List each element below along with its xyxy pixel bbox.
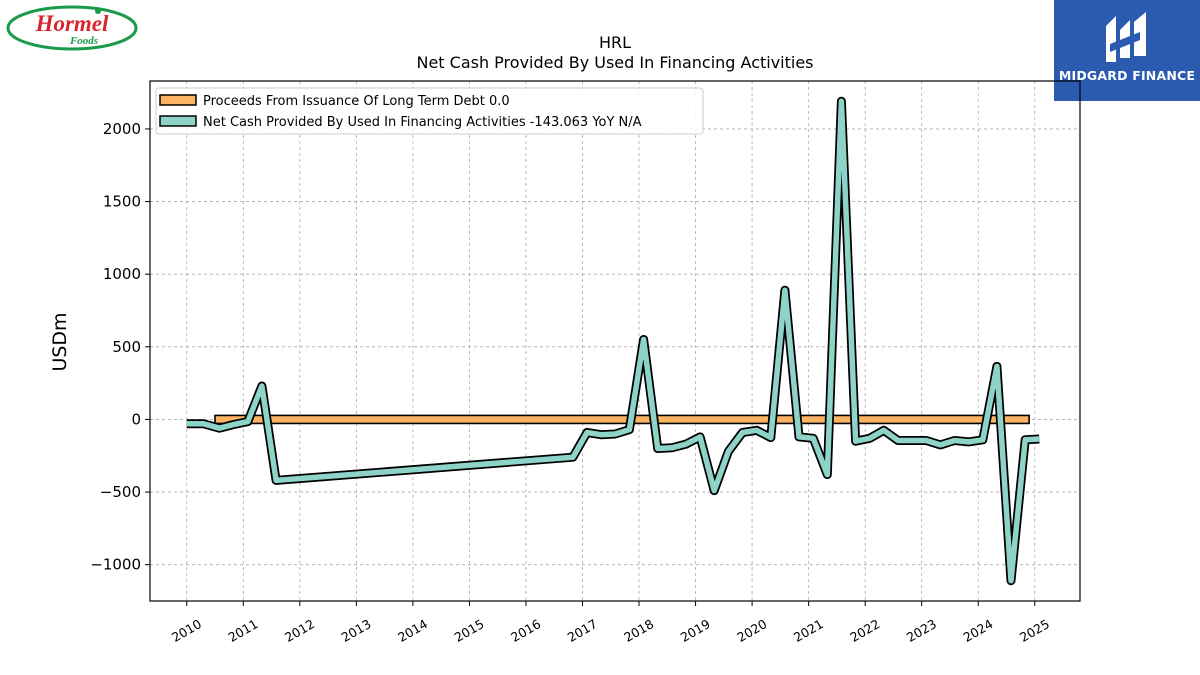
y-tick-label: 1000 — [103, 265, 141, 283]
legend-label-proceeds: Proceeds From Issuance Of Long Term Debt… — [203, 94, 510, 109]
y-tick-label: −500 — [100, 483, 141, 501]
midgard-finance-wordmark: MIDGARD FINANCE — [1058, 68, 1196, 83]
chart-subtitle: Net Cash Provided By Used In Financing A… — [416, 53, 813, 72]
bar-series-layer — [214, 414, 1030, 425]
bar-proceeds-long-term-debt — [214, 414, 1030, 425]
x-tick-label: 2012 — [282, 616, 317, 645]
x-axis: 2010 2011 2012 2013 2014 2015 2016 2017 2018 2019… — [169, 601, 1052, 645]
x-tick-label: 2025 — [1017, 616, 1052, 645]
x-tick-label: 2015 — [452, 616, 487, 645]
hormel-foods-logo: Hormel Foods — [6, 5, 138, 51]
legend-swatch-financing — [159, 115, 197, 127]
y-tick-label: 0 — [131, 410, 141, 428]
x-tick-label: 2024 — [960, 616, 995, 645]
y-axis: 2000 1500 1000 500 0 −500 −1000 — [90, 120, 150, 574]
x-tick-label: 2010 — [169, 616, 204, 645]
y-tick-label: 1500 — [103, 193, 141, 211]
x-tick-label: 2013 — [339, 616, 374, 645]
legend-swatch-proceeds — [159, 94, 197, 106]
x-tick-label: 2021 — [791, 616, 826, 645]
x-tick-label: 2019 — [678, 616, 713, 645]
y-tick-label: 2000 — [103, 120, 141, 138]
plot-frame — [149, 80, 1081, 602]
svg-text:Hormel: Hormel — [35, 11, 109, 36]
line-financing-activities — [186, 98, 1040, 584]
chart-title: HRL — [599, 33, 631, 52]
y-axis-label: USDm — [49, 312, 71, 371]
x-tick-label: 2014 — [395, 616, 430, 645]
svg-text:Foods: Foods — [69, 35, 98, 47]
midgard-emblem-icon — [1106, 12, 1146, 62]
y-tick-label: 500 — [112, 338, 141, 356]
y-tick-label: −1000 — [90, 556, 141, 574]
x-tick-label: 2023 — [904, 616, 939, 645]
x-tick-label: 2016 — [508, 616, 543, 645]
legend: Proceeds From Issuance Of Long Term Debt… — [155, 87, 704, 135]
x-tick-label: 2011 — [226, 616, 261, 645]
grid-layer — [150, 81, 1080, 601]
x-tick-label: 2020 — [734, 616, 769, 645]
legend-label-financing: Net Cash Provided By Used In Financing A… — [203, 115, 642, 130]
x-tick-label: 2022 — [847, 616, 882, 645]
line-series-layer — [186, 96, 1040, 586]
x-tick-label: 2017 — [565, 616, 600, 645]
midgard-finance-logo: MIDGARD FINANCE — [1054, 0, 1200, 101]
legend-box — [155, 87, 704, 135]
line-financing-outline — [186, 96, 1040, 586]
x-tick-label: 2018 — [621, 616, 656, 645]
